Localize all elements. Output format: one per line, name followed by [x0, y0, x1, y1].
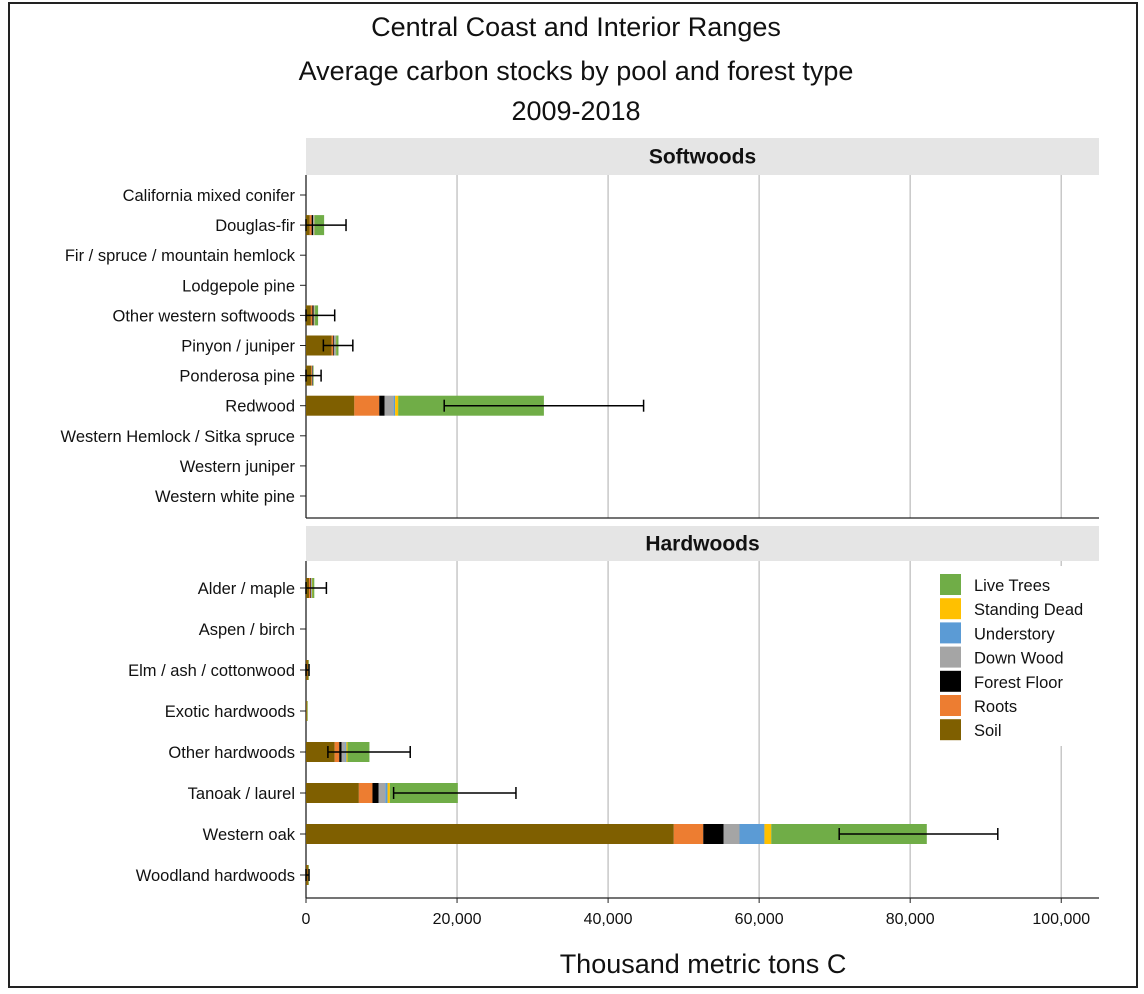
category-label: Elm / ash / cottonwood — [128, 662, 295, 680]
error-bar — [305, 309, 336, 322]
bar-segment-live-trees — [307, 701, 308, 721]
category-label: Alder / maple — [198, 580, 295, 598]
facet-panels: Softwoods California mixed conifer Douglas… — [61, 138, 1099, 899]
category-label: Tanoak / laurel — [188, 785, 295, 803]
category-label: Pinyon / juniper — [181, 338, 295, 356]
panel-strip — [306, 138, 1099, 175]
category-label: Fir / spruce / mountain hemlock — [65, 247, 296, 265]
legend-label: Forest Floor — [974, 674, 1063, 692]
panel-hardwoods: Hardwoods Alder / maple Aspen / birch Elm /… — [128, 526, 1099, 899]
bar-segment-down-wood — [723, 824, 740, 844]
bar-segment-soil — [306, 335, 332, 356]
error-bar — [392, 787, 517, 799]
error-bar — [327, 746, 411, 758]
x-tick-label: 100,000 — [1032, 911, 1090, 928]
legend-label: Roots — [974, 698, 1017, 716]
bar-segment-standing-dead — [387, 783, 390, 803]
error-bar — [305, 582, 328, 594]
error-bar — [305, 869, 310, 881]
legend-label: Soil — [974, 722, 1002, 740]
category-label: Redwood — [225, 398, 295, 416]
x-tick-label: 40,000 — [584, 911, 633, 928]
bar-segment-soil — [306, 701, 307, 721]
bar-segment-standing-dead — [764, 824, 772, 844]
category-label: California mixed conifer — [123, 187, 296, 205]
bar-segment-soil — [306, 395, 355, 416]
bar-segment-standing-dead — [395, 395, 399, 416]
bar-segment-understory — [393, 395, 396, 416]
x-tick-label: 80,000 — [886, 911, 935, 928]
error-bar — [443, 399, 645, 412]
x-tick-label: 60,000 — [735, 911, 784, 928]
title-line-1: Central Coast and Interior Ranges — [371, 12, 781, 42]
legend-swatch — [940, 622, 961, 644]
title-line-2: Average carbon stocks by pool and forest… — [299, 56, 854, 86]
bar-segment-forest-floor — [379, 395, 385, 416]
bar-segment-soil — [306, 783, 359, 803]
bar-segment-understory — [739, 824, 765, 844]
legend-label: Standing Dead — [974, 601, 1083, 619]
legend-item: Roots — [940, 695, 1017, 716]
bar-segment-roots — [673, 824, 704, 844]
legend-item: Understory — [940, 622, 1055, 644]
legend-swatch — [940, 646, 961, 668]
legend-swatch — [940, 719, 961, 741]
legend-item: Soil — [940, 719, 1002, 741]
category-label: Other hardwoods — [168, 744, 295, 762]
legend-item: Down Wood — [940, 646, 1064, 668]
category-label: Western Hemlock / Sitka spruce — [61, 428, 295, 446]
bar-segment-soil — [306, 824, 674, 844]
panel-strip-label: Hardwoods — [645, 533, 759, 556]
bar-segment-forest-floor — [372, 783, 379, 803]
error-bar — [305, 369, 322, 382]
category-label: Western juniper — [180, 458, 296, 476]
chart-title: Central Coast and Interior Ranges Averag… — [299, 12, 854, 126]
panel-strip-label: Softwoods — [649, 146, 756, 169]
title-line-3: 2009-2018 — [511, 96, 640, 126]
x-axis-label: Thousand metric tons C — [560, 949, 847, 979]
x-tick-label: 20,000 — [433, 911, 482, 928]
legend-item: Standing Dead — [940, 598, 1083, 620]
bar-segment-roots — [354, 395, 380, 416]
error-bar — [305, 664, 310, 676]
legend-swatch — [940, 598, 961, 620]
bar-segment-understory — [385, 783, 388, 803]
legend-item: Forest Floor — [940, 670, 1063, 692]
legend-label: Down Wood — [974, 650, 1064, 668]
legend-label: Understory — [974, 625, 1055, 643]
category-label: Ponderosa pine — [179, 368, 295, 386]
error-bar — [838, 828, 999, 840]
category-label: Western oak — [203, 826, 296, 844]
category-label: Lodgepole pine — [182, 277, 295, 295]
legend-label: Live Trees — [974, 577, 1050, 595]
error-bar — [322, 339, 354, 352]
legend-item: Live Trees — [940, 574, 1050, 595]
bar-segment-down-wood — [384, 395, 394, 416]
category-label: Other western softwoods — [113, 307, 296, 325]
category-label: Douglas-fir — [215, 217, 295, 235]
legend-swatch — [940, 574, 961, 595]
category-label: Woodland hardwoods — [136, 867, 295, 885]
bar-segment-roots — [358, 783, 373, 803]
legend-swatch — [940, 695, 961, 716]
legend: Live Trees Standing Dead Understory Down Wo… — [926, 566, 1106, 746]
bar-segment-forest-floor — [703, 824, 724, 844]
x-axis: 0 20,000 40,000 60,000 80,000 100,000 — [302, 898, 1090, 928]
bar-segment-down-wood — [378, 783, 386, 803]
error-bar — [305, 219, 347, 232]
category-label: Aspen / birch — [199, 621, 295, 639]
x-tick-label: 0 — [302, 911, 311, 928]
panel-strip — [306, 526, 1099, 561]
category-label: Exotic hardwoods — [165, 703, 295, 721]
legend-swatch — [940, 670, 961, 692]
category-label: Western white pine — [155, 488, 295, 506]
panel-softwoods: Softwoods California mixed conifer Douglas… — [61, 138, 1099, 519]
